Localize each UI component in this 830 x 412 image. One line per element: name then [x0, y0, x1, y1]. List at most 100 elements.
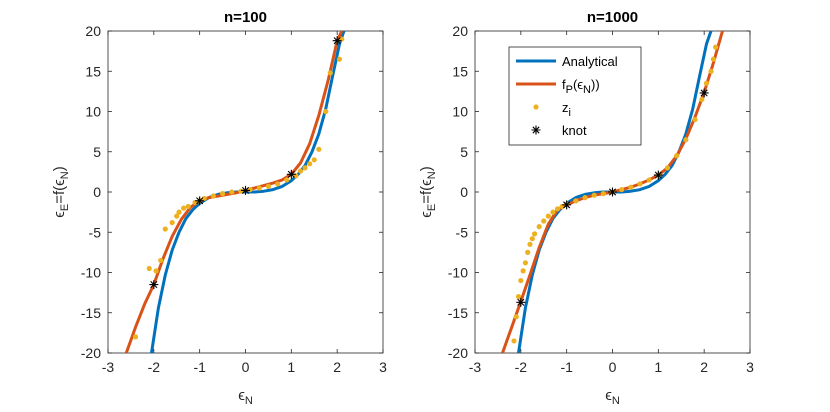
y-tick-label: 15: [85, 63, 101, 79]
x-tick-label: 1: [654, 359, 662, 375]
x-tick-label: 2: [333, 359, 341, 375]
knot-marker: [516, 297, 526, 307]
zi-point: [703, 80, 710, 86]
legend-swatch-dot: [533, 104, 539, 110]
zi-point: [323, 108, 329, 115]
zi-point: [336, 56, 343, 62]
y-tick-label: -5: [89, 224, 102, 240]
chart-title: n=1000: [587, 9, 638, 26]
y-tick-label: -15: [81, 305, 101, 321]
legend-entry-label: zi: [562, 100, 571, 119]
zi-point: [176, 209, 182, 215]
legend-entry-label: fP(ϵN)): [562, 77, 600, 96]
zi-point: [513, 314, 519, 320]
zi-point: [710, 56, 716, 62]
zi-point: [520, 268, 526, 274]
chart-panel-1: -3 -2 -1 0 1 2 3-20-15-10-505101520n=100ϵNϵE=f…: [51, 9, 387, 407]
zi-point: [185, 203, 191, 210]
zi-point: [646, 177, 652, 183]
zi-point: [545, 213, 551, 219]
y-tick-label: 15: [452, 63, 468, 79]
y-tick-label: -5: [456, 224, 469, 240]
zi-point: [582, 195, 588, 201]
legend-entry-label: knot: [562, 123, 587, 138]
zi-point: [708, 68, 714, 74]
zi-point: [591, 192, 597, 198]
series-line-fp: [124, 31, 344, 353]
zi-point: [531, 231, 538, 237]
x-tick-label: -2: [515, 359, 528, 375]
zi-point: [541, 218, 547, 224]
zi-point: [181, 205, 187, 211]
y-axis-label: ϵE=f(ϵN): [418, 166, 438, 218]
zi-point: [210, 193, 217, 199]
zi-point: [297, 168, 304, 174]
zi-point: [174, 213, 180, 219]
y-tick-label: 0: [460, 184, 468, 200]
zi-point: [628, 184, 634, 190]
y-tick-label: 20: [452, 23, 468, 39]
zi-point: [600, 191, 606, 197]
x-tick-label: 1: [287, 359, 295, 375]
x-tick-label: 3: [379, 359, 387, 375]
y-tick-label: -10: [448, 265, 468, 281]
chart-panel-2: -3 -2 -1 0 1 2 3-20-15-10-505101520n=1000ϵNϵE=…: [418, 9, 754, 407]
zi-point: [256, 185, 262, 191]
zi-point: [311, 157, 317, 163]
y-tick-label: -15: [448, 305, 468, 321]
zi-point: [162, 226, 168, 232]
x-tick-label: -1: [560, 359, 573, 375]
series-layer: [124, 31, 346, 353]
y-tick-label: 5: [93, 144, 101, 160]
zi-point: [637, 181, 643, 187]
x-tick-label: 2: [700, 359, 708, 375]
legend-box: [508, 46, 642, 146]
zi-point: [522, 260, 529, 266]
zi-point: [511, 338, 517, 344]
zi-point: [713, 44, 719, 50]
knot-marker: [562, 200, 572, 210]
zi-point: [327, 70, 333, 76]
y-tick-label: 20: [85, 23, 101, 39]
zi-point: [529, 236, 535, 242]
zi-point: [699, 96, 705, 103]
zi-point: [525, 249, 531, 255]
x-axis-label: ϵN: [605, 387, 620, 407]
knot-marker: [608, 187, 617, 197]
zi-point: [527, 241, 533, 247]
zi-point: [201, 195, 207, 202]
zi-point: [515, 294, 522, 300]
zi-point: [518, 277, 524, 284]
knot-marker: [699, 88, 709, 98]
knot-marker: [195, 196, 205, 206]
zi-point: [146, 265, 152, 272]
y-tick-label: 10: [85, 104, 101, 120]
y-tick-label: -20: [448, 345, 468, 361]
x-tick-label: -3: [102, 359, 115, 375]
zi-point: [554, 206, 561, 212]
zi-point: [550, 209, 556, 215]
zi-point: [265, 183, 272, 189]
zi-point: [274, 181, 281, 187]
y-axis-label: ϵE=f(ϵN): [51, 166, 71, 218]
zi-point: [573, 198, 579, 204]
zi-point: [169, 219, 175, 226]
zi-point: [683, 137, 689, 143]
knot-marker: [241, 185, 250, 195]
y-tick-label: 5: [460, 144, 468, 160]
zi-point: [664, 165, 671, 171]
knot-marker: [286, 169, 296, 179]
zi-point: [307, 161, 313, 167]
y-tick-label: 0: [93, 184, 101, 200]
zi-point: [674, 153, 680, 159]
chart-title: n=100: [224, 9, 267, 26]
legend-entry-label: Analytical: [562, 54, 618, 69]
legend-swatch-star: [531, 125, 541, 135]
zi-point: [302, 165, 308, 171]
zi-point: [219, 191, 226, 197]
zi-point: [536, 224, 542, 230]
x-tick-label: 0: [242, 359, 250, 375]
knot-marker: [332, 36, 342, 46]
legend: Analytical fP(ϵN)) zi knot: [508, 46, 642, 146]
